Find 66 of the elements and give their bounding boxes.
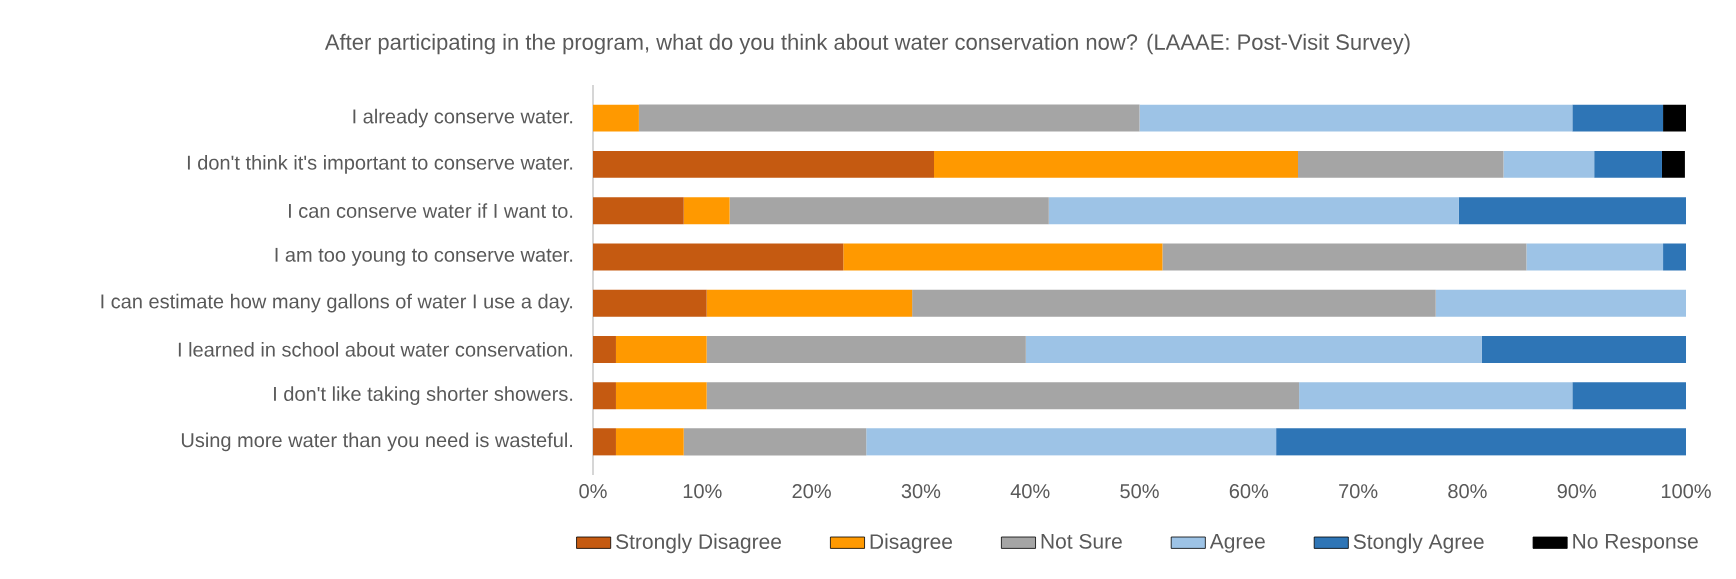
bar bbox=[1572, 382, 1687, 410]
bar bbox=[615, 335, 707, 363]
bar bbox=[1572, 104, 1664, 132]
bar bbox=[934, 150, 1298, 178]
legend-label: Stongly Agree bbox=[1353, 533, 1484, 554]
x-tick-label: 70% bbox=[1339, 484, 1378, 499]
bar bbox=[1162, 243, 1527, 271]
bar bbox=[1435, 289, 1687, 317]
legend-label: Agree bbox=[1209, 534, 1265, 553]
bar bbox=[593, 104, 639, 132]
legend-label: Strongly Disagree bbox=[616, 533, 782, 554]
x-tick-label: 60% bbox=[1229, 484, 1269, 499]
x-tick-label: 0% bbox=[579, 484, 607, 499]
bar bbox=[593, 335, 616, 363]
legend-label: No Response bbox=[1573, 534, 1698, 553]
y-tick-label: I learned in school about water conservation. bbox=[178, 342, 573, 357]
y-tick-label: I don't like taking shorter showers. bbox=[274, 386, 573, 405]
x-tick-label: 90% bbox=[1557, 484, 1597, 499]
x-tick-label: 100% bbox=[1661, 484, 1711, 499]
x-tick-label: 50% bbox=[1120, 484, 1159, 499]
y-tick-label: I already conserve water. bbox=[353, 108, 573, 128]
bar bbox=[1276, 428, 1687, 456]
x-tick-label: 10% bbox=[683, 484, 722, 499]
bar bbox=[593, 382, 616, 410]
bar bbox=[1663, 104, 1687, 132]
bar bbox=[729, 197, 1049, 225]
y-tick-label: I can conserve water if I want to. bbox=[288, 203, 573, 218]
bar bbox=[593, 197, 684, 225]
bar bbox=[615, 382, 707, 410]
bar bbox=[1025, 335, 1482, 363]
bar bbox=[1139, 104, 1573, 132]
bar bbox=[912, 289, 1436, 317]
bar bbox=[706, 382, 1300, 410]
bar bbox=[706, 289, 913, 317]
x-tick-label: 40% bbox=[1010, 484, 1050, 499]
bar bbox=[866, 428, 1277, 456]
y-tick-label: Using more water than you need is wasteful. bbox=[181, 432, 573, 452]
bar bbox=[593, 243, 844, 271]
bar bbox=[706, 335, 1026, 363]
bar bbox=[593, 150, 935, 178]
bar bbox=[1048, 197, 1459, 225]
bar bbox=[638, 104, 1140, 132]
bar bbox=[1297, 150, 1504, 178]
bar bbox=[1299, 382, 1573, 410]
y-tick-label: I don't think it's important to conserve water. bbox=[187, 155, 573, 174]
bar bbox=[1481, 335, 1687, 363]
x-tick-label: 30% bbox=[901, 484, 941, 499]
bar bbox=[1503, 150, 1595, 178]
bar bbox=[1661, 150, 1685, 178]
legend-label: Disagree bbox=[870, 533, 953, 554]
bar bbox=[615, 428, 684, 456]
bar bbox=[843, 243, 1163, 271]
x-tick-label: 20% bbox=[792, 484, 831, 499]
bar bbox=[593, 289, 707, 317]
bar bbox=[1458, 197, 1687, 225]
chart-title: After participating in the program, what do you think about water conservation now? (LAAAE: Post-Visit Survey) bbox=[324, 33, 1410, 55]
x-tick-label: 80% bbox=[1448, 484, 1487, 499]
bar bbox=[1526, 243, 1664, 271]
bar bbox=[1594, 150, 1662, 178]
bar bbox=[683, 197, 730, 225]
bar bbox=[683, 428, 867, 456]
y-tick-label: I am too young to conserve water. bbox=[275, 247, 573, 266]
bar bbox=[1663, 243, 1687, 271]
legend-label: Not Sure bbox=[1041, 533, 1122, 549]
y-tick-label: I can estimate how many gallons of water I use a day. bbox=[101, 293, 573, 313]
bar bbox=[593, 428, 616, 456]
